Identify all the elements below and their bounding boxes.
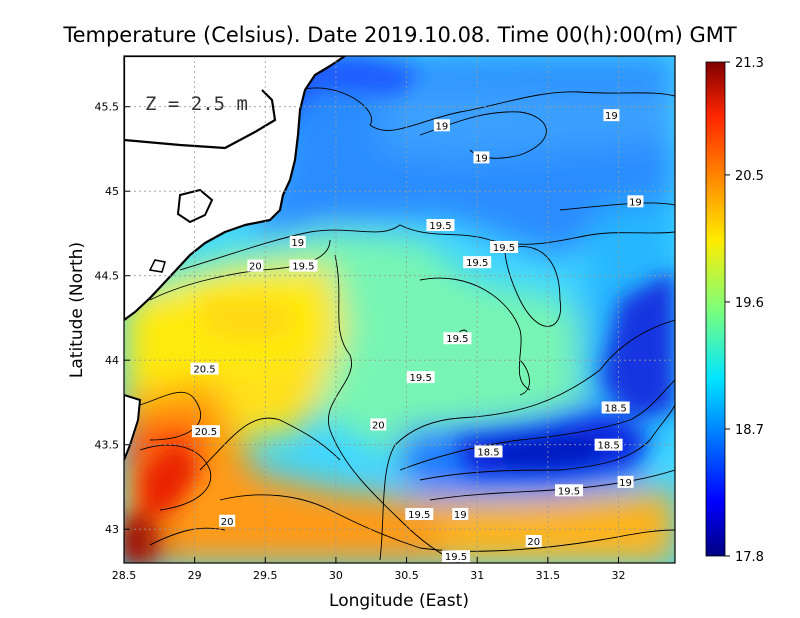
contour-label: 19 bbox=[436, 121, 449, 132]
contour-label: 19 bbox=[291, 238, 304, 249]
contour-label-box bbox=[555, 484, 584, 497]
contour-label-box bbox=[601, 401, 630, 414]
contour-label: 20 bbox=[221, 517, 234, 528]
contour-label: 19.5 bbox=[292, 262, 314, 273]
y-axis-label: Latitude (North) bbox=[67, 242, 87, 378]
contour-label-box bbox=[405, 507, 434, 520]
contour-label-box bbox=[191, 425, 220, 438]
plot-frame bbox=[123, 55, 676, 564]
colorbar-tick-label: 18.7 bbox=[735, 423, 764, 438]
contour-label: 19 bbox=[619, 478, 632, 489]
x-tick-label: 30.5 bbox=[394, 569, 419, 582]
contour-label: 19.5 bbox=[429, 221, 451, 232]
contour-label-box bbox=[406, 371, 435, 384]
contour-label: 19.5 bbox=[558, 486, 580, 497]
contour-label-box bbox=[594, 438, 623, 451]
contour-label-box bbox=[627, 195, 644, 208]
x-tick-label: 28.5 bbox=[112, 569, 137, 582]
contour-label-box bbox=[443, 332, 472, 345]
contour-label-box bbox=[289, 259, 318, 272]
contour-label-box bbox=[247, 259, 264, 272]
contour-label: 19 bbox=[454, 510, 467, 521]
contour-label-box bbox=[463, 256, 492, 269]
y-tick-label: 43.5 bbox=[95, 439, 120, 452]
x-tick-label: 30 bbox=[329, 569, 343, 582]
depth-annotation: Z = 2.5 m bbox=[145, 93, 248, 115]
colorbar-tick-label: 17.8 bbox=[735, 550, 764, 565]
contour-label-box bbox=[370, 418, 387, 431]
contour-label-box bbox=[289, 235, 306, 248]
contour-label: 19.5 bbox=[446, 334, 468, 345]
contour-label: 19.5 bbox=[445, 552, 467, 563]
contour-label-box bbox=[442, 550, 471, 563]
contour-label: 20.5 bbox=[193, 365, 215, 376]
contour-label-box bbox=[433, 119, 450, 132]
contour-label-box bbox=[474, 445, 503, 458]
x-axis-label: Longitude (East) bbox=[329, 591, 469, 611]
contour-label: 19.5 bbox=[410, 373, 432, 384]
contour-label: 18.5 bbox=[477, 447, 499, 458]
contour-label-box bbox=[603, 109, 620, 122]
contour-label: 20 bbox=[372, 420, 385, 431]
contour-label-box bbox=[219, 514, 236, 527]
y-tick-label: 44 bbox=[105, 354, 119, 367]
colorbar-tick-label: 19.6 bbox=[735, 296, 764, 311]
x-tick-label: 31 bbox=[470, 569, 484, 582]
contour-label: 18.5 bbox=[597, 441, 619, 452]
y-axis: 43 43.5 44 44.5 45 45.5 bbox=[95, 101, 130, 536]
x-tick-label: 31.5 bbox=[536, 569, 561, 582]
y-tick-label: 45 bbox=[105, 185, 119, 198]
colorbar-tick-label: 21.3 bbox=[735, 56, 764, 71]
x-axis: 28.5 29 29.5 30 30.5 31 31.5 32 bbox=[112, 557, 625, 582]
chart-title: Temperature (Celsius). Date 2019.10.08. … bbox=[62, 23, 737, 47]
x-tick-label: 29.5 bbox=[253, 569, 278, 582]
contour-label-box bbox=[452, 507, 469, 520]
contour-label-box bbox=[190, 362, 219, 375]
y-tick-label: 44.5 bbox=[95, 270, 120, 283]
grid-lines bbox=[124, 56, 675, 563]
contour-label: 19 bbox=[475, 153, 488, 164]
contour-label: 19 bbox=[629, 197, 642, 208]
contour-label: 19.5 bbox=[466, 258, 488, 269]
contour-label-box bbox=[525, 535, 542, 548]
contour-label: 20 bbox=[249, 262, 262, 273]
contour-label: 19.5 bbox=[408, 510, 430, 521]
x-tick-label: 32 bbox=[611, 569, 625, 582]
contour-label: 20 bbox=[527, 537, 540, 548]
contour-labels: 19 19 19 19 19.5 19 20 19.5 19.5 19.5 19.5 20.5 19.5… bbox=[190, 109, 644, 563]
y-tick-label: 43 bbox=[105, 523, 119, 536]
colorbar-tick-label: 20.5 bbox=[735, 169, 764, 184]
contour-label: 20.5 bbox=[195, 427, 217, 438]
contour-label: 19.5 bbox=[493, 243, 515, 254]
contour-label-box bbox=[490, 240, 519, 253]
colorbar-ticks: 21.3 20.5 19.6 18.7 17.8 bbox=[725, 56, 764, 565]
y-tick-label: 45.5 bbox=[95, 101, 120, 114]
x-tick-label: 29 bbox=[188, 569, 202, 582]
colorbar bbox=[705, 61, 726, 557]
contour-label: 19 bbox=[605, 111, 618, 122]
contour-label-box bbox=[426, 219, 455, 231]
contour-label: 18.5 bbox=[605, 404, 627, 415]
contour-lines bbox=[139, 87, 675, 563]
contour-label-box bbox=[473, 151, 490, 164]
contour-label-box bbox=[617, 475, 634, 488]
